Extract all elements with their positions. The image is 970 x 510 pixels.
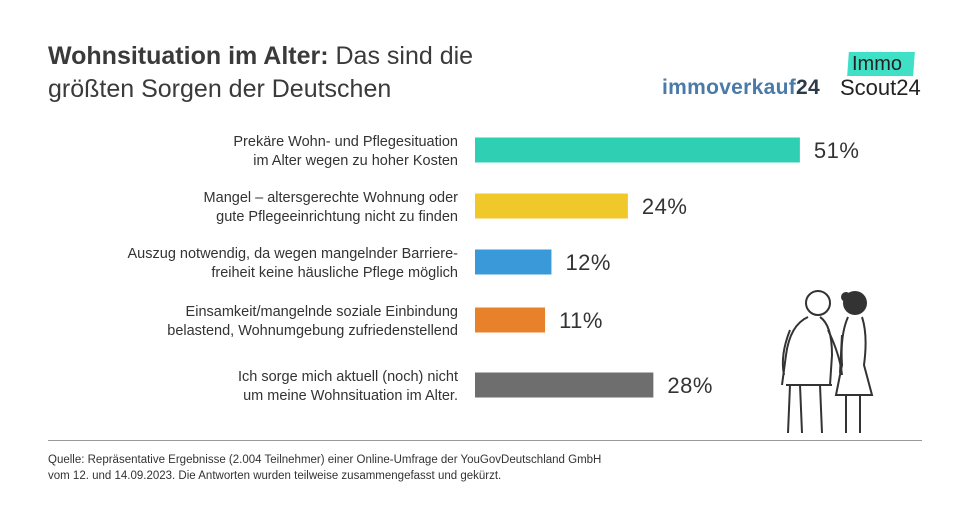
value-label: 28% — [667, 373, 713, 398]
source-note: Quelle: Repräsentative Ergebnisse (2.004… — [48, 452, 601, 484]
category-label: belastend, Wohnumgebung zufriedenstellen… — [167, 323, 458, 339]
value-label: 12% — [565, 250, 611, 275]
immoverkauf24-logo: immoverkauf24 — [662, 76, 820, 100]
category-label: im Alter wegen zu hoher Kosten — [253, 153, 458, 169]
source-line-1: Quelle: Repräsentative Ergebnisse (2.004… — [48, 454, 602, 466]
logo-text: immoverkauf — [662, 76, 797, 99]
title-rest: Das sind die — [328, 42, 474, 70]
bar — [475, 307, 546, 333]
logo-number: 24 — [796, 76, 820, 99]
category-label: Auszug notwendig, da wegen mangelnder Ba… — [128, 246, 459, 262]
value-label: 51% — [814, 138, 860, 163]
logo-top-text: Immo — [852, 53, 902, 75]
category-label: Ich sorge mich aktuell (noch) nicht — [238, 369, 458, 385]
bar — [475, 193, 628, 219]
footer-divider — [48, 440, 922, 441]
category-label: Mangel – altersgerechte Wohnung oder — [204, 190, 459, 206]
title-line2: größten Sorgen der Deutschen — [48, 75, 392, 103]
category-label: Prekäre Wohn- und Pflegesituation — [233, 134, 458, 150]
elderly-couple-illustration — [781, 290, 874, 434]
bar — [475, 137, 800, 163]
bar — [475, 249, 552, 275]
category-label: gute Pflegeeinrichtung nicht zu finden — [216, 209, 458, 225]
bar-chart: 51% Prekäre Wohn- und Pflegesituation im A… — [128, 134, 860, 404]
bar — [475, 372, 654, 398]
category-label: um meine Wohnsituation im Alter. — [243, 388, 458, 404]
category-label: Einsamkeit/mangelnde soziale Einbindung — [186, 304, 458, 320]
page-title: Wohnsituation im Alter: Das sind die grö… — [48, 40, 473, 106]
value-label: 24% — [642, 194, 688, 219]
title-bold: Wohnsituation im Alter: — [48, 42, 329, 70]
value-label: 11% — [559, 308, 603, 333]
immoscout24-logo: Immo Scout24 — [840, 52, 921, 102]
category-label: freiheit keine häusliche Pflege möglich — [211, 265, 458, 281]
source-line-2: vom 12. und 14.09.2023. Die Antworten wu… — [48, 470, 502, 482]
logo-bottom-text: Scout24 — [840, 75, 921, 100]
